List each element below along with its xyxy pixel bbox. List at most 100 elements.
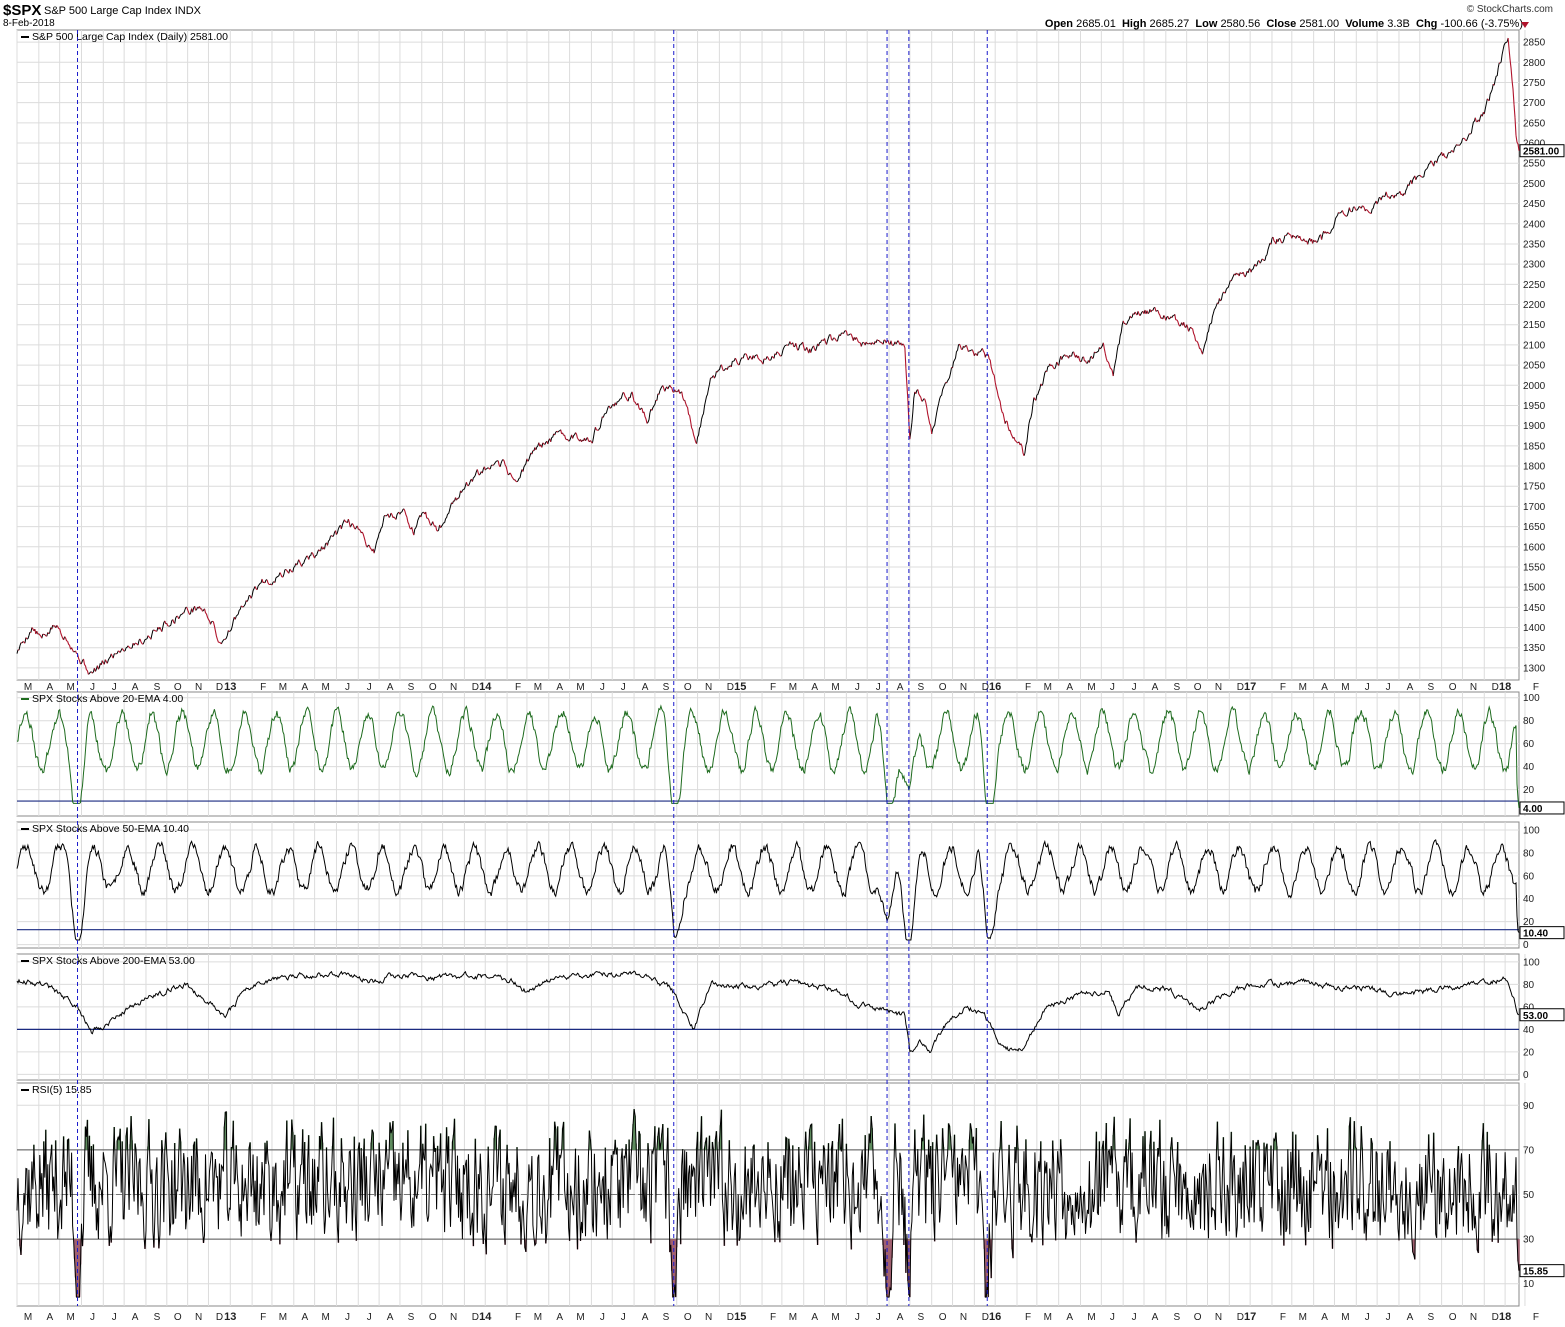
x-tick-label: M xyxy=(24,682,32,693)
x-tick-label: J xyxy=(1110,682,1115,693)
x-tick-label: O xyxy=(684,682,692,693)
panel-frame xyxy=(16,29,1520,681)
x-tick-label: 15 xyxy=(734,681,746,693)
x-tick-label: N xyxy=(195,1312,202,1323)
x-tick-label: A xyxy=(1152,682,1159,693)
x-tick-label: D xyxy=(1492,1312,1499,1323)
y-tick-label: 2850 xyxy=(1523,38,1546,49)
open-label: Open xyxy=(1044,18,1074,30)
x-tick-label: J xyxy=(345,1312,350,1323)
y-tick-label: 2600 xyxy=(1523,139,1546,150)
x-tick-label: A xyxy=(556,682,563,693)
chg-value: -100.66 (-3.75%) xyxy=(1440,18,1523,30)
y-tick-label: 0 xyxy=(1523,940,1529,951)
x-tick-label: M xyxy=(534,1312,542,1323)
x-tick-label: J xyxy=(621,682,626,693)
x-tick-label: N xyxy=(1215,682,1222,693)
x-tick-label: A xyxy=(1407,1312,1414,1323)
y-tick-label: 1950 xyxy=(1523,401,1546,412)
x-tick-label: S xyxy=(663,1312,670,1323)
y-tick-label: 80 xyxy=(1523,716,1535,727)
low-label: Low xyxy=(1195,18,1218,30)
series-line xyxy=(16,1109,1520,1298)
x-tick-label: O xyxy=(1194,682,1202,693)
x-tick-label: M xyxy=(831,682,839,693)
y-tick-label: 10 xyxy=(1523,1279,1535,1290)
last-value-badge xyxy=(1519,1008,1565,1022)
x-tick-label: 17 xyxy=(1244,681,1256,693)
x-tick-label: D xyxy=(982,682,989,693)
last-value-text: 4.00 xyxy=(1523,804,1543,815)
chart-symbol: $SPX xyxy=(3,2,42,19)
y-tick-label: 2150 xyxy=(1523,320,1546,331)
series-line xyxy=(16,970,1520,1054)
x-tick-label: M xyxy=(789,1312,797,1323)
x-tick-label: J xyxy=(1386,682,1391,693)
x-tick-label: N xyxy=(1215,1312,1222,1323)
last-value-text: 10.40 xyxy=(1523,929,1548,940)
x-tick-label: A xyxy=(1066,1312,1073,1323)
last-value-badge xyxy=(1519,926,1565,940)
open-value: 2685.01 xyxy=(1076,18,1116,30)
x-tick-label: A xyxy=(46,1312,53,1323)
y-tick-label: 40 xyxy=(1523,894,1535,905)
x-tick-label: N xyxy=(195,682,202,693)
panel-title: SPX Stocks Above 50-EMA 10.40 xyxy=(32,823,189,835)
x-tick-label: S xyxy=(154,682,161,693)
x-tick-label: 15 xyxy=(734,1311,746,1323)
x-tick-label: J xyxy=(112,682,117,693)
x-tick-label: 16 xyxy=(989,681,1001,693)
y-tick-label: 60 xyxy=(1523,871,1535,882)
x-tick-label: A xyxy=(811,682,818,693)
y-tick-label: 70 xyxy=(1523,1145,1535,1156)
x-tick-label: J xyxy=(876,1312,881,1323)
x-tick-label: F xyxy=(1280,1312,1286,1323)
panel-frame xyxy=(16,821,1520,949)
y-tick-label: 80 xyxy=(1523,980,1535,991)
y-tick-label: 20 xyxy=(1523,1047,1535,1058)
x-tick-label: S xyxy=(154,1312,161,1323)
x-tick-label: O xyxy=(1194,1312,1202,1323)
x-tick-label: J xyxy=(876,682,881,693)
x-tick-label: D xyxy=(1237,1312,1244,1323)
x-tick-label: M xyxy=(576,682,584,693)
x-tick-label: J xyxy=(367,682,372,693)
x-tick-label: A xyxy=(811,1312,818,1323)
ohlc-summary: Open 2685.01 High 2685.27 Low 2580.56 Cl… xyxy=(1045,18,1523,30)
y-tick-label: 2700 xyxy=(1523,98,1546,109)
price-line-down xyxy=(17,37,1520,675)
x-tick-label: M xyxy=(1087,682,1095,693)
y-tick-label: 1350 xyxy=(1523,643,1546,654)
y-tick-label: 50 xyxy=(1523,1190,1535,1201)
x-tick-label: D xyxy=(472,682,479,693)
x-tick-label: O xyxy=(684,1312,692,1323)
x-tick-label: J xyxy=(1132,682,1137,693)
x-tick-label: J xyxy=(1132,1312,1137,1323)
panel-title: RSI(5) 15.85 xyxy=(32,1084,92,1096)
x-tick-label: A xyxy=(642,1312,649,1323)
y-tick-label: 20 xyxy=(1523,917,1535,928)
x-tick-label: A xyxy=(387,1312,394,1323)
symbol-exchange: INDX xyxy=(174,5,201,17)
panel-frame xyxy=(16,953,1520,1081)
last-value-badge xyxy=(1519,801,1565,815)
y-tick-label: 2000 xyxy=(1523,381,1546,392)
x-tick-label: S xyxy=(918,682,925,693)
y-tick-label: 1550 xyxy=(1523,562,1546,573)
panel-0: 1300 1350 1400 1450 1500 1550 1600 1650 1700 1750… xyxy=(16,29,1565,681)
y-tick-label: 2750 xyxy=(1523,78,1546,89)
x-tick-label: O xyxy=(174,1312,182,1323)
x-tick-label: F xyxy=(515,1312,521,1323)
chg-label: Chg xyxy=(1416,18,1438,30)
x-tick-label: M xyxy=(1299,1312,1307,1323)
panel-title: SPX Stocks Above 200-EMA 53.00 xyxy=(32,955,195,967)
x-tick-label: A xyxy=(1407,682,1414,693)
y-tick-label: 1900 xyxy=(1523,421,1546,432)
x-tick-label: J xyxy=(1386,1312,1391,1323)
x-tick-label: O xyxy=(429,682,437,693)
y-tick-label: 1450 xyxy=(1523,603,1546,614)
x-tick-label: A xyxy=(642,682,649,693)
symbol-name-text: S&P 500 Large Cap Index xyxy=(44,5,172,17)
x-tick-label: A xyxy=(1152,1312,1159,1323)
